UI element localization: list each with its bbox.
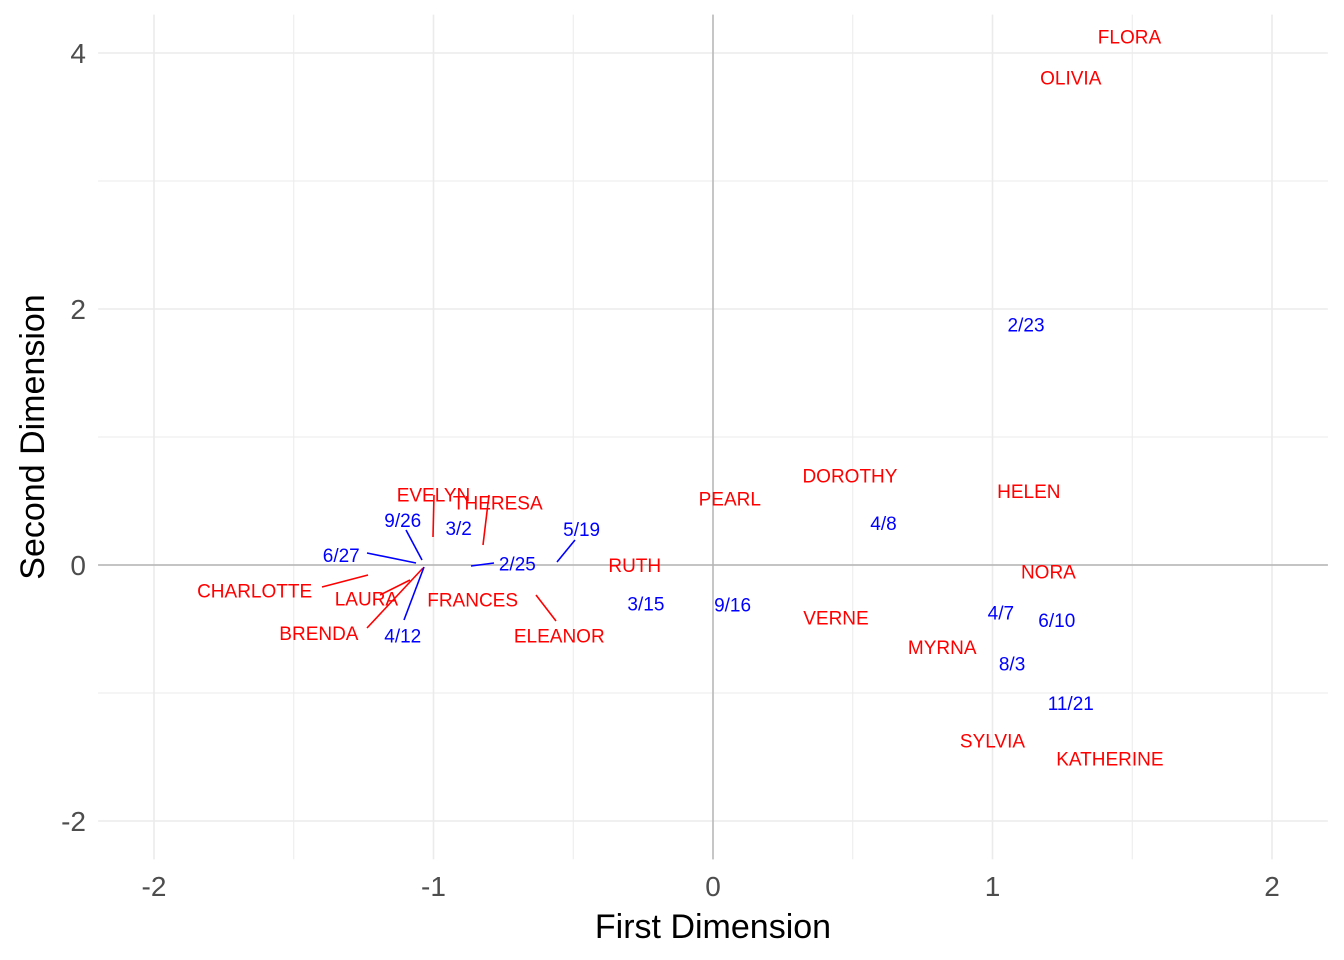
y-axis-title: Second Dimension: [14, 294, 52, 579]
woman-point-label: KATHERINE: [1056, 749, 1163, 770]
x-tick-label: -1: [421, 871, 446, 902]
woman-point-label: SYLVIA: [960, 731, 1025, 752]
event-point-label: 4/8: [870, 514, 896, 535]
y-tick-label: 0: [70, 550, 86, 581]
tick-labels: -2 -1 0 1 2 -2 0 2 4: [61, 38, 1280, 902]
leader-line: [403, 566, 425, 621]
x-axis-title: First Dimension: [595, 908, 831, 946]
event-point-label: 9/16: [714, 596, 751, 617]
leader-line: [432, 494, 435, 538]
leader-line: [379, 579, 411, 596]
woman-point-label: THERESA: [453, 493, 543, 514]
leader-line: [535, 594, 557, 622]
leader-line: [556, 539, 576, 563]
woman-point-label: MYRNA: [908, 638, 977, 659]
x-tick-label: -2: [142, 871, 167, 902]
woman-point-label: CHARLOTTE: [197, 582, 312, 603]
event-point-label: 6/10: [1038, 611, 1075, 632]
woman-point-label: EVELYN: [397, 486, 471, 507]
y-tick-label: -2: [61, 806, 86, 837]
event-point-label: 3/2: [445, 519, 471, 540]
woman-point-label: LAURA: [335, 589, 399, 610]
woman-point-label: OLIVIA: [1040, 68, 1102, 89]
woman-point-label: HELEN: [997, 482, 1060, 503]
event-point-label: 4/7: [988, 603, 1014, 624]
leader-line: [366, 567, 424, 629]
event-point-label: 4/12: [384, 626, 421, 647]
x-tick-label: 1: [985, 871, 1001, 902]
point-labels: FLORA OLIVIA DOROTHY HELEN PEARL EVELYNTHERES…: [197, 27, 1163, 770]
leader-lines: [321, 494, 576, 629]
event-point-label: 11/21: [1048, 694, 1094, 715]
leader-line: [321, 574, 369, 588]
woman-point-label: FRANCES: [427, 591, 518, 612]
woman-point-label: ELEANOR: [514, 626, 605, 647]
leader-line: [366, 552, 417, 564]
woman-point-label: NORA: [1021, 562, 1076, 583]
event-point-label: 3/15: [627, 594, 664, 615]
woman-point-label: VERNE: [803, 608, 868, 629]
woman-point-label: BRENDA: [279, 624, 359, 645]
leader-line: [470, 562, 495, 567]
event-point-label: 2/23: [1008, 315, 1045, 336]
woman-point-label: FLORA: [1098, 27, 1162, 48]
y-tick-label: 2: [70, 294, 86, 325]
x-tick-label: 2: [1264, 871, 1280, 902]
event-point-label: 6/27: [323, 546, 360, 567]
y-tick-label: 4: [70, 38, 86, 69]
leader-line: [405, 529, 423, 561]
woman-point-label: PEARL: [699, 489, 761, 510]
reference-lines: [98, 14, 1328, 860]
event-point-label: 2/25: [499, 555, 536, 576]
woman-point-label: RUTH: [608, 556, 661, 577]
x-tick-label: 0: [705, 871, 721, 902]
event-point-label: 8/3: [999, 655, 1025, 676]
event-point-label: 5/19: [563, 520, 600, 541]
woman-point-label: DOROTHY: [802, 466, 897, 487]
event-point-label: 9/26: [384, 511, 421, 532]
leader-line: [482, 494, 490, 546]
